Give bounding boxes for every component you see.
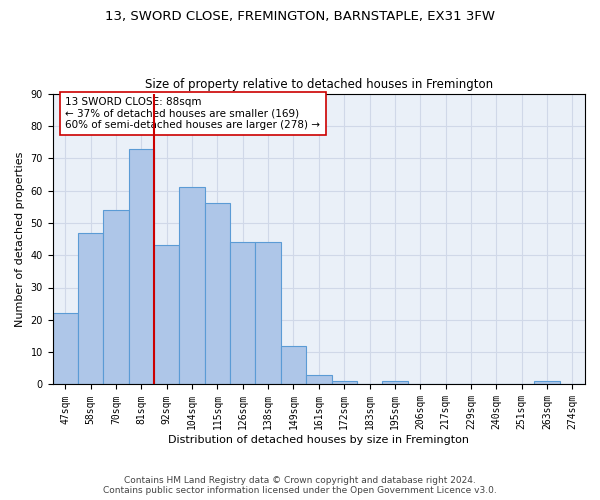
- Bar: [129, 148, 154, 384]
- Bar: [535, 381, 560, 384]
- Bar: [230, 242, 256, 384]
- Text: 13 SWORD CLOSE: 88sqm
← 37% of detached houses are smaller (169)
60% of semi-det: 13 SWORD CLOSE: 88sqm ← 37% of detached …: [65, 97, 320, 130]
- Y-axis label: Number of detached properties: Number of detached properties: [15, 152, 25, 326]
- X-axis label: Distribution of detached houses by size in Fremington: Distribution of detached houses by size …: [169, 435, 469, 445]
- Bar: [179, 188, 205, 384]
- Bar: [53, 314, 78, 384]
- Text: Contains HM Land Registry data © Crown copyright and database right 2024.
Contai: Contains HM Land Registry data © Crown c…: [103, 476, 497, 495]
- Text: 13, SWORD CLOSE, FREMINGTON, BARNSTAPLE, EX31 3FW: 13, SWORD CLOSE, FREMINGTON, BARNSTAPLE,…: [105, 10, 495, 23]
- Bar: [332, 381, 357, 384]
- Bar: [382, 381, 407, 384]
- Bar: [205, 204, 230, 384]
- Title: Size of property relative to detached houses in Fremington: Size of property relative to detached ho…: [145, 78, 493, 91]
- Bar: [154, 246, 179, 384]
- Bar: [256, 242, 281, 384]
- Bar: [103, 210, 129, 384]
- Bar: [306, 375, 332, 384]
- Bar: [78, 232, 103, 384]
- Bar: [281, 346, 306, 385]
